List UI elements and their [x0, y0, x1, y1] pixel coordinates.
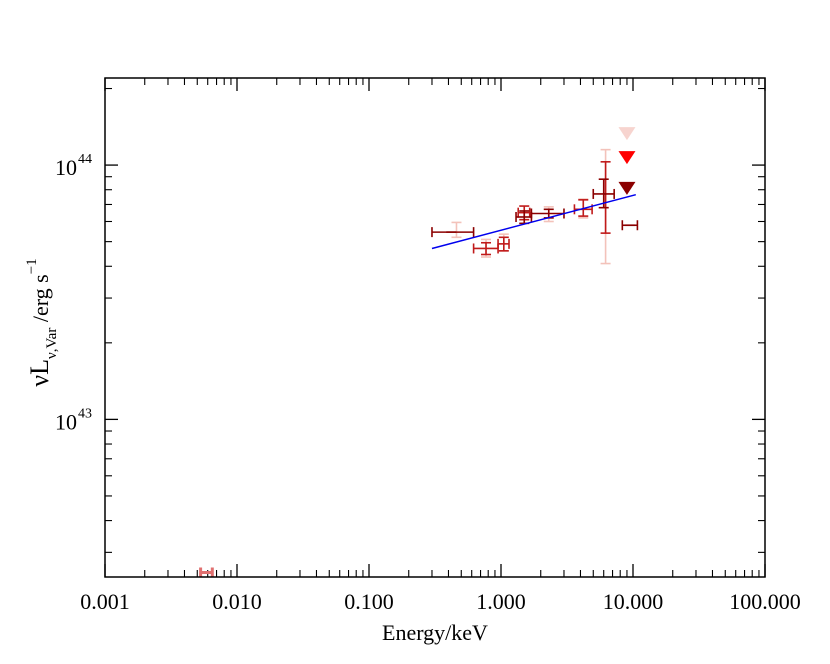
- data-point: [621, 220, 639, 231]
- x-tick-label: 0.010: [212, 589, 262, 614]
- minor-ticks: [105, 78, 765, 577]
- x-tick-label: 1.000: [476, 589, 526, 614]
- y-axis-label: νLν,Var /erg s−1: [24, 258, 60, 386]
- x-tick-label: 10.000: [603, 589, 664, 614]
- x-tick-label: 0.001: [80, 589, 130, 614]
- data-point: [199, 567, 214, 578]
- x-tick-labels: 0.001 0.010 0.100 1.000 10.000 100.000: [80, 589, 801, 614]
- data-point: [592, 178, 615, 209]
- plot-area: [199, 127, 639, 578]
- y-label-subscript: ν,Var: [44, 328, 60, 359]
- y-tick-label: 10: [55, 409, 77, 434]
- x-axis-label: Energy/keV: [382, 620, 488, 645]
- x-tick-label: 100.000: [729, 589, 801, 614]
- upper-limit-marker: [618, 151, 636, 165]
- y-tick-label: 10: [55, 155, 77, 180]
- upper-limit-marker: [618, 127, 636, 141]
- data-point: [451, 221, 462, 239]
- data-point: [600, 161, 611, 234]
- major-ticks: [104, 78, 766, 577]
- y-tick-label-exponent: 44: [78, 152, 92, 167]
- error-bars: [199, 148, 639, 578]
- upper-limit-markers: [618, 127, 636, 195]
- y-tick-label-exponent: 43: [78, 406, 92, 421]
- data-point: [431, 227, 475, 238]
- fit-line-group: [431, 193, 636, 250]
- data-point: [472, 241, 499, 256]
- plot-frame: [104, 77, 766, 578]
- fit-line: [431, 193, 636, 250]
- x-tick-label: 0.100: [344, 589, 394, 614]
- data-point: [573, 199, 593, 217]
- y-tick-label-base: 10: [55, 155, 77, 180]
- data-point: [497, 236, 510, 252]
- data-point: [530, 208, 565, 219]
- y-label-superscript: −1: [24, 258, 40, 274]
- y-label-main: νL: [25, 359, 54, 387]
- y-label-unit: /erg s: [28, 274, 53, 327]
- upper-limit-marker: [618, 181, 636, 195]
- y-tick-label-base: 10: [55, 409, 77, 434]
